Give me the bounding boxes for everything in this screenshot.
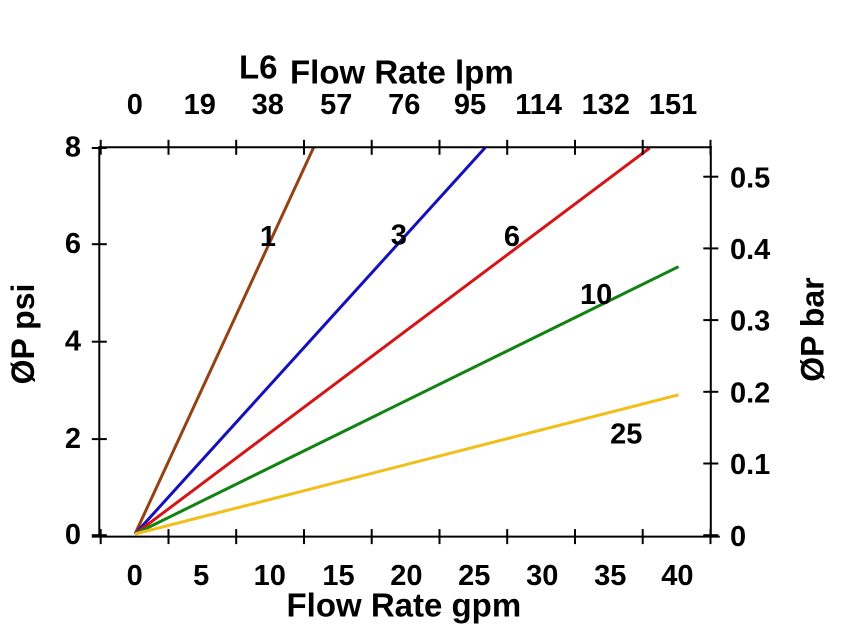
svg-text:Flow Rate gpm: Flow Rate gpm [287, 587, 522, 624]
svg-text:76: 76 [388, 89, 420, 121]
svg-text:114: 114 [515, 89, 562, 121]
svg-text:0.5: 0.5 [730, 162, 770, 194]
svg-text:0.3: 0.3 [730, 306, 770, 338]
svg-text:151: 151 [649, 89, 697, 121]
svg-text:1: 1 [260, 221, 276, 253]
svg-text:10: 10 [580, 279, 612, 311]
svg-text:0: 0 [127, 89, 143, 121]
svg-text:10: 10 [254, 560, 286, 592]
svg-text:30: 30 [526, 560, 558, 592]
svg-text:0: 0 [127, 560, 143, 592]
svg-text:3: 3 [391, 220, 407, 252]
svg-text:8: 8 [65, 132, 81, 164]
svg-text:0.1: 0.1 [730, 449, 770, 481]
svg-text:4: 4 [65, 325, 81, 357]
svg-text:57: 57 [320, 89, 352, 121]
svg-text:6: 6 [504, 221, 520, 253]
svg-text:5: 5 [193, 560, 209, 592]
svg-text:Flow Rate lpm: Flow Rate lpm [290, 53, 514, 90]
svg-text:95: 95 [454, 89, 486, 121]
svg-text:0: 0 [65, 519, 81, 551]
svg-text:132: 132 [582, 89, 630, 121]
svg-text:6: 6 [65, 228, 81, 260]
svg-text:38: 38 [252, 89, 284, 121]
svg-text:ØP psi: ØP psi [5, 284, 41, 385]
svg-text:25: 25 [458, 560, 490, 592]
svg-text:35: 35 [594, 560, 626, 592]
svg-text:L6: L6 [239, 48, 278, 85]
svg-text:ØP bar: ØP bar [795, 277, 831, 381]
svg-text:0.4: 0.4 [730, 234, 770, 266]
svg-text:19: 19 [184, 89, 216, 121]
svg-text:15: 15 [322, 560, 354, 592]
svg-text:40: 40 [661, 560, 693, 592]
svg-text:25: 25 [610, 419, 642, 451]
svg-text:2: 2 [65, 423, 81, 455]
svg-text:0.2: 0.2 [730, 377, 770, 409]
svg-text:20: 20 [390, 560, 422, 592]
svg-text:0: 0 [730, 521, 746, 553]
